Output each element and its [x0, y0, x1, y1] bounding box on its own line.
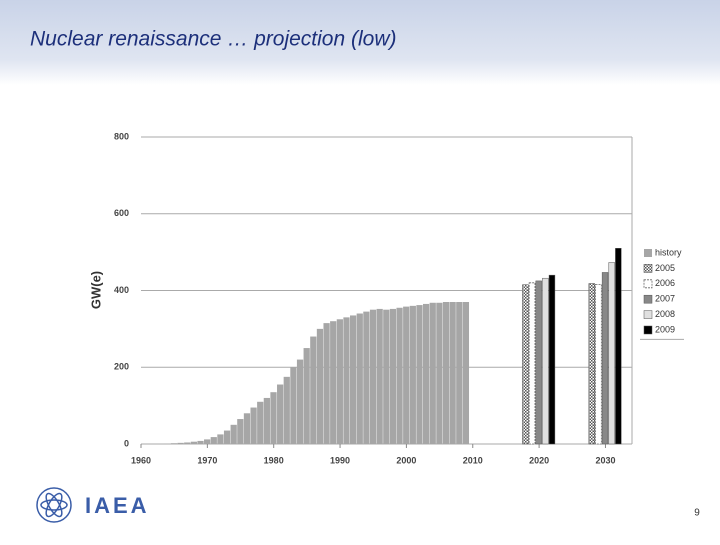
bar — [536, 281, 542, 444]
legend-swatch — [644, 311, 652, 319]
bar — [430, 303, 436, 444]
legend-swatch — [644, 249, 652, 257]
bar — [270, 392, 276, 444]
y-tick-label: 400 — [114, 285, 129, 295]
legend-label: 2009 — [655, 324, 675, 334]
bar — [244, 413, 250, 444]
bar — [231, 425, 237, 444]
y-axis-label: GW(e) — [88, 271, 103, 309]
page-number: 9 — [694, 508, 700, 519]
bar — [529, 283, 535, 444]
bar — [224, 431, 230, 444]
bar — [204, 439, 210, 444]
bar — [596, 284, 602, 444]
bar — [310, 337, 316, 444]
bar — [410, 306, 416, 444]
bar — [403, 307, 409, 444]
x-tick-label: 1960 — [131, 455, 151, 465]
bar — [377, 309, 383, 444]
legend-label: 2008 — [655, 309, 675, 319]
bar — [191, 442, 197, 444]
slide-title: Nuclear renaissance … projection (low) — [30, 28, 397, 51]
bar — [197, 441, 203, 444]
bar — [350, 315, 356, 444]
x-tick-label: 1990 — [330, 455, 350, 465]
y-tick-label: 0 — [124, 438, 129, 448]
x-tick-label: 2020 — [529, 455, 549, 465]
bar — [297, 360, 303, 444]
bar — [615, 248, 621, 444]
bar — [443, 302, 449, 444]
legend-label: 2007 — [655, 294, 675, 304]
legend-swatch — [644, 326, 652, 334]
bar — [343, 317, 349, 444]
bar — [396, 308, 402, 444]
bar — [211, 437, 217, 444]
bar — [171, 443, 177, 444]
x-tick-label: 2030 — [595, 455, 615, 465]
bar — [277, 385, 283, 444]
bar — [463, 302, 469, 444]
y-tick-label: 200 — [114, 362, 129, 372]
x-tick-label: 1980 — [264, 455, 284, 465]
bar — [304, 348, 310, 444]
bar — [436, 303, 442, 444]
iaea-emblem — [37, 488, 71, 522]
bar — [357, 314, 363, 444]
legend-label: 2006 — [655, 278, 675, 288]
y-tick-label: 600 — [114, 208, 129, 218]
legend-swatch — [644, 295, 652, 303]
bar — [363, 312, 369, 444]
bar — [284, 377, 290, 444]
bar — [337, 319, 343, 444]
bar — [456, 302, 462, 444]
legend-label: 2005 — [655, 263, 675, 273]
bar — [217, 434, 223, 444]
y-tick-label: 800 — [114, 131, 129, 141]
bar — [250, 408, 256, 444]
bar — [542, 278, 548, 444]
bar — [177, 443, 183, 444]
x-tick-label: 1970 — [197, 455, 217, 465]
bar — [330, 321, 336, 444]
bar — [237, 419, 243, 444]
bar — [390, 309, 396, 444]
bar — [609, 262, 615, 444]
bar — [257, 402, 263, 444]
legend-label: history — [655, 247, 682, 257]
bar — [290, 367, 296, 444]
bar — [423, 304, 429, 444]
x-tick-label: 2010 — [463, 455, 483, 465]
bar — [317, 329, 323, 444]
bar — [323, 323, 329, 444]
bar — [264, 398, 270, 444]
bar — [416, 305, 422, 444]
bar — [549, 275, 555, 444]
bar — [589, 284, 595, 444]
legend-swatch — [644, 280, 652, 288]
logo-text: IAEA — [85, 493, 150, 518]
bar — [450, 302, 456, 444]
bar — [523, 285, 529, 444]
bar — [602, 272, 608, 444]
legend-swatch — [644, 264, 652, 272]
bar — [370, 310, 376, 444]
bar — [184, 442, 190, 444]
bar — [383, 310, 389, 444]
x-tick-label: 2000 — [396, 455, 416, 465]
